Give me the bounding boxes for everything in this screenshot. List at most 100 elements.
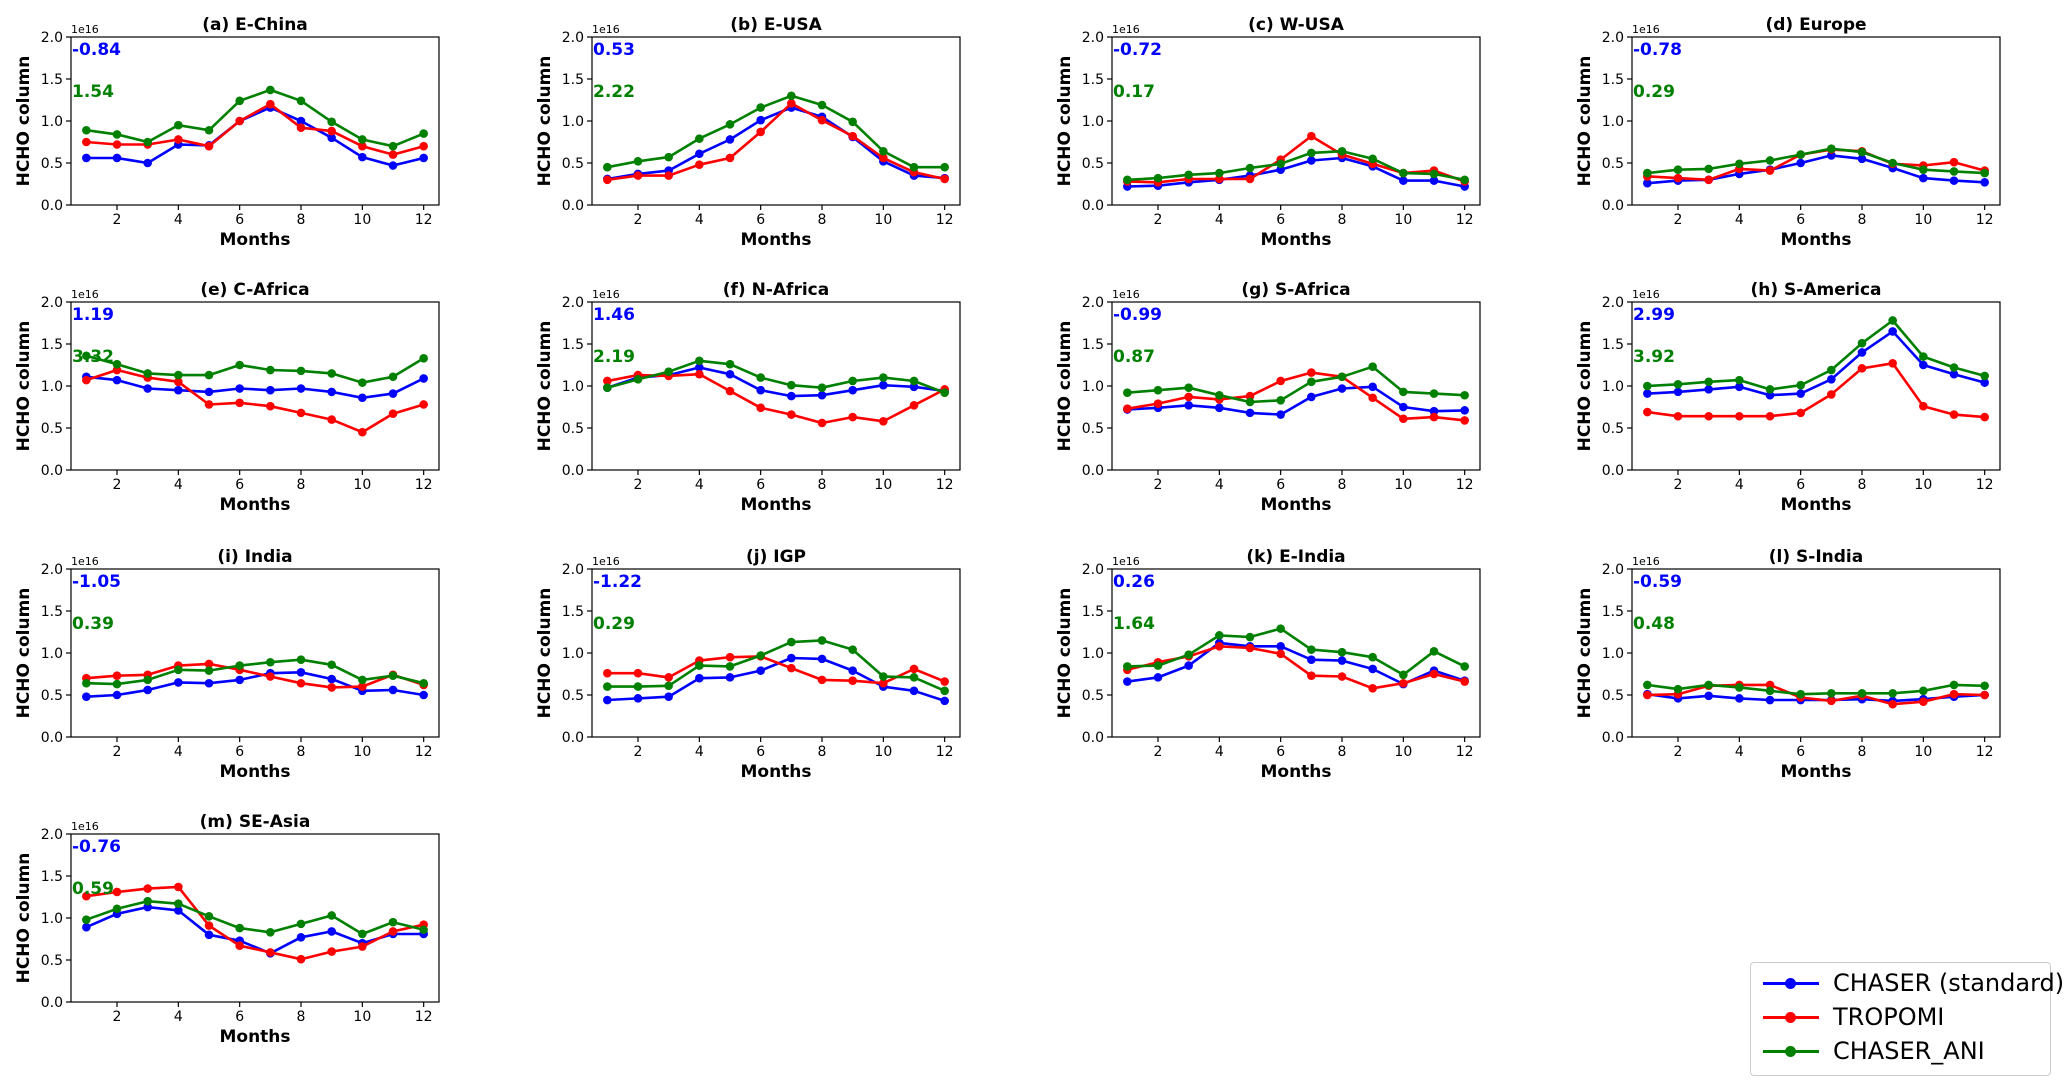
x-tick-label: 12: [1976, 212, 1994, 228]
data-point: [725, 652, 735, 662]
x-tick-label: 10: [353, 477, 371, 493]
series-line-0: [607, 106, 945, 181]
series-line-1: [86, 102, 425, 156]
x-tick-label: 6: [1796, 477, 1805, 493]
data-point: [1796, 158, 1805, 168]
annotation-value: 1.64: [1113, 614, 1155, 634]
data-point: [358, 942, 367, 951]
data-point: [1919, 173, 1928, 183]
data-point: [1337, 146, 1347, 156]
data-point: [1184, 650, 1193, 659]
data-point: [1460, 662, 1469, 671]
data-point: [82, 153, 91, 163]
data-point: [1245, 643, 1255, 653]
y-tick-label: 1.0: [562, 379, 584, 395]
data-point: [112, 359, 122, 369]
data-point: [817, 675, 827, 685]
y-tick-label: 0.0: [41, 463, 63, 479]
x-tick-label: 4: [1735, 744, 1744, 760]
data-point: [1888, 158, 1897, 168]
y-tick-label: 1.0: [1082, 114, 1104, 130]
y-axis-label: HCHO column: [1575, 56, 1595, 187]
annotation-value: -0.72: [1113, 40, 1162, 60]
data-point: [1765, 156, 1775, 165]
data-point: [1153, 673, 1163, 682]
data-point: [296, 655, 306, 665]
data-point: [1307, 131, 1316, 141]
y-tick-label: 0.0: [562, 198, 584, 214]
series-line-2: [1647, 683, 1985, 696]
y-axis-label: HCHO column: [535, 588, 555, 719]
y-axis-label: HCHO column: [535, 56, 555, 187]
data-point: [695, 369, 704, 379]
data-point: [235, 96, 244, 106]
data-point: [1949, 157, 1959, 167]
y-tick-label: 2.0: [41, 827, 63, 843]
data-point: [1919, 686, 1928, 696]
data-point: [603, 695, 612, 705]
y-scale-label: 1e16: [1632, 23, 1660, 36]
data-point: [787, 637, 796, 647]
annotation-value: -0.99: [1113, 305, 1162, 325]
y-tick-label: 0.0: [562, 730, 584, 746]
data-point: [1368, 154, 1377, 164]
data-point: [1429, 176, 1439, 185]
y-tick-label: 1.0: [41, 379, 63, 395]
data-point: [82, 375, 91, 385]
series-line-1: [1647, 361, 1985, 419]
subplot-12: 0.0 0.5 1.0 1.5 2.0 2 4 6 8 10 12 1e16 (m) SE-Asia Mo…: [14, 812, 440, 1047]
data-point: [388, 409, 398, 419]
data-point: [633, 682, 643, 691]
data-point: [296, 123, 306, 133]
data-point: [1765, 695, 1775, 705]
data-point: [1337, 372, 1347, 382]
x-tick-label: 2: [113, 744, 122, 760]
data-point: [787, 380, 796, 390]
data-point: [1980, 690, 1989, 700]
data-point: [1980, 168, 1989, 178]
data-point: [909, 664, 919, 674]
data-point: [695, 160, 704, 169]
data-point: [848, 666, 857, 675]
data-point: [756, 385, 765, 395]
y-scale-label: 1e16: [592, 288, 620, 301]
data-point: [817, 115, 827, 125]
data-point: [1429, 389, 1439, 398]
data-point: [143, 369, 152, 378]
data-point: [358, 427, 367, 437]
data-point: [1337, 656, 1347, 665]
x-tick-label: 4: [1735, 477, 1744, 493]
x-axis-label: Months: [219, 762, 290, 782]
data-point: [82, 891, 91, 901]
x-axis-label: Months: [740, 230, 811, 250]
data-point: [112, 679, 122, 689]
y-scale-label: 1e16: [1112, 555, 1140, 568]
annotation-value: 0.39: [72, 614, 114, 634]
data-point: [1827, 144, 1836, 154]
data-point: [358, 135, 367, 144]
data-point: [695, 661, 704, 670]
annotation-value: 1.54: [72, 82, 114, 102]
data-point: [358, 393, 367, 403]
data-point: [174, 678, 183, 687]
annotation-value: -0.76: [72, 837, 121, 857]
data-point: [358, 378, 367, 387]
data-point: [756, 115, 765, 125]
data-point: [82, 351, 91, 361]
y-tick-label: 0.5: [41, 421, 63, 437]
x-tick-label: 12: [936, 477, 954, 493]
x-tick-label: 8: [818, 477, 827, 493]
series-line-2: [1647, 319, 1986, 391]
data-point: [1673, 165, 1683, 175]
y-axis-label: HCHO column: [1055, 56, 1075, 187]
x-tick-label: 8: [818, 744, 827, 760]
x-tick-label: 6: [756, 744, 765, 760]
data-point: [1307, 368, 1316, 377]
annotation-value: 2.99: [1633, 305, 1675, 325]
annotation-value: 2.19: [593, 347, 635, 367]
plot-frame: [70, 568, 440, 738]
data-point: [1827, 365, 1836, 375]
data-point: [174, 135, 183, 144]
data-point: [940, 174, 949, 184]
y-tick-label: 1.5: [41, 72, 63, 88]
